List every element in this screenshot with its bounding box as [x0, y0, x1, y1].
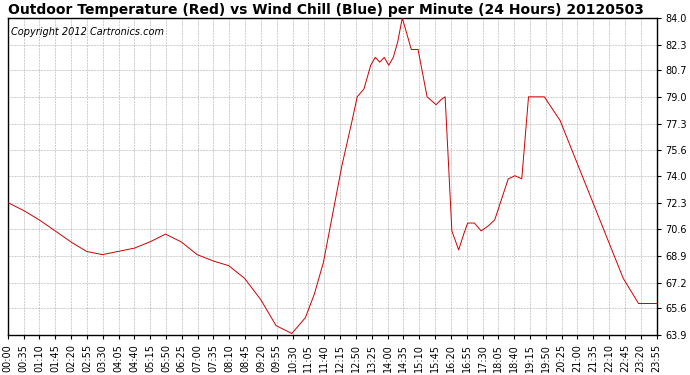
Text: Copyright 2012 Cartronics.com: Copyright 2012 Cartronics.com — [11, 27, 164, 38]
Text: Outdoor Temperature (Red) vs Wind Chill (Blue) per Minute (24 Hours) 20120503: Outdoor Temperature (Red) vs Wind Chill … — [8, 3, 644, 17]
